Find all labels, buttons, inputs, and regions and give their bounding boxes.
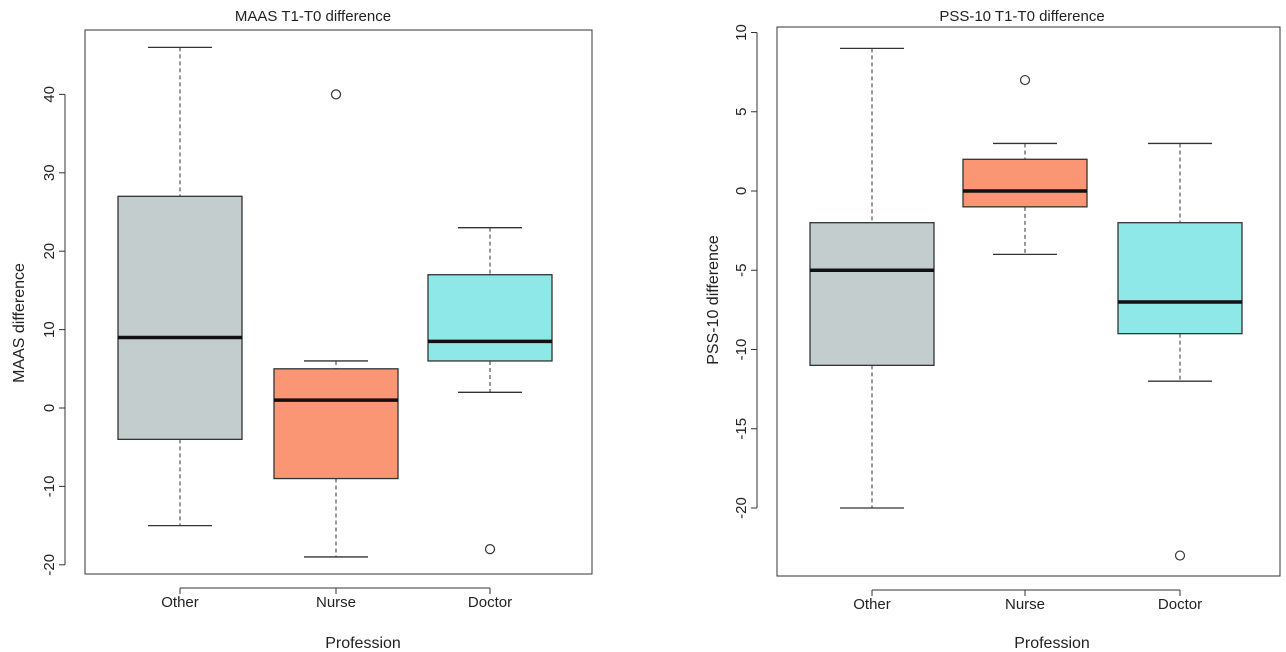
pss-y-tick-label: -20 <box>733 497 750 519</box>
iqr-box <box>273 368 399 480</box>
pss-x-tick-label: Nurse <box>1005 596 1045 613</box>
pss-y-tick-label: 0 <box>733 187 750 195</box>
outlier-point <box>1019 74 1031 86</box>
pss-plot-frame <box>776 26 1281 577</box>
maas-chart: MAAS T1-T0 difference Profession MAAS di… <box>11 8 593 652</box>
pss-y-tick-label: -10 <box>733 339 750 361</box>
pss-y-tick-label: 10 <box>733 24 750 41</box>
pss-y-tick-label: -15 <box>733 418 750 440</box>
maas-y-axis-label: MAAS difference <box>11 263 28 383</box>
pss-box-other <box>809 47 935 509</box>
maas-y-tick-label: 10 <box>41 321 58 338</box>
pss-chart-title: PSS-10 T1-T0 difference <box>939 8 1104 25</box>
maas-y-tick-label: 0 <box>41 404 58 412</box>
iqr-box <box>809 222 935 366</box>
maas-x-tick-label: Other <box>161 594 199 611</box>
maas-y-tick-label: -10 <box>41 476 58 498</box>
maas-x-tick-label: Doctor <box>468 594 512 611</box>
iqr-box <box>427 274 553 362</box>
pss-y-axis-label: PSS-10 difference <box>705 235 722 365</box>
pss-y-tick-label: 5 <box>733 108 750 116</box>
maas-plot-frame <box>84 29 593 575</box>
maas-y-tick-label: -20 <box>41 554 58 576</box>
pss-chart: PSS-10 T1-T0 difference Profession PSS-1… <box>705 8 1281 652</box>
maas-box-doctor <box>427 227 553 555</box>
maas-chart-title: MAAS T1-T0 difference <box>235 8 391 25</box>
pss-x-axis-label: Profession <box>1014 635 1090 652</box>
iqr-box <box>1117 222 1243 335</box>
outlier-point <box>330 89 342 100</box>
maas-y-tick-label: 30 <box>41 164 58 181</box>
outlier-point <box>484 544 496 555</box>
outlier-point <box>1174 550 1186 561</box>
maas-y-tick-label: 40 <box>41 86 58 103</box>
maas-box-nurse <box>273 89 399 558</box>
pss-box-doctor <box>1117 142 1243 561</box>
iqr-box <box>962 158 1088 208</box>
maas-x-axis-label: Profession <box>325 635 401 652</box>
maas-x-tick-label: Nurse <box>316 594 356 611</box>
maas-box-other <box>117 46 243 527</box>
maas-y-tick-label: 20 <box>41 243 58 260</box>
pss-y-tick-label: -5 <box>733 264 750 277</box>
pss-box-nurse <box>962 74 1088 256</box>
iqr-box <box>117 195 243 441</box>
pss-x-tick-label: Doctor <box>1158 596 1202 613</box>
pss-x-tick-label: Other <box>853 596 891 613</box>
